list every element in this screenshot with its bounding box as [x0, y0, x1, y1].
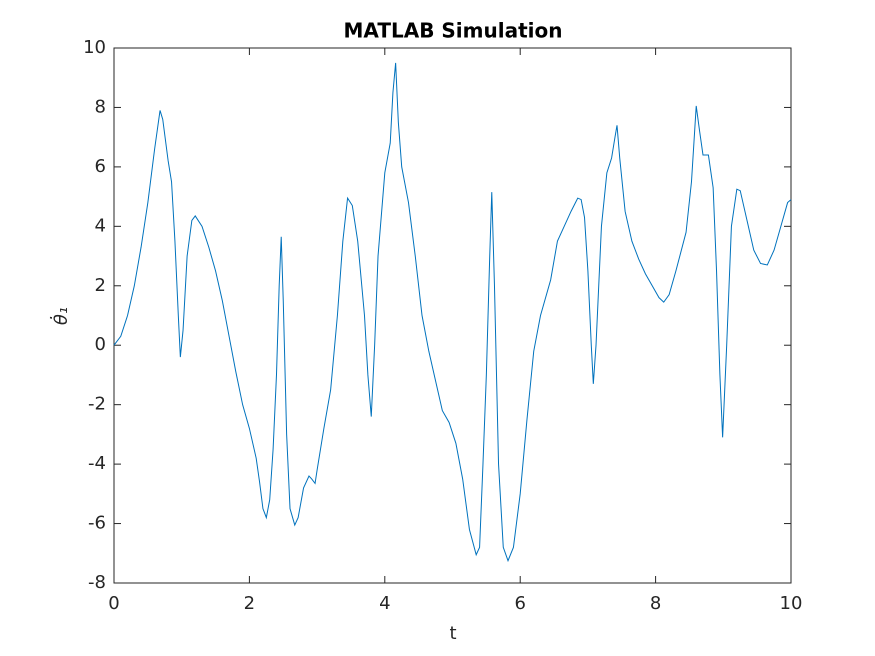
y-tick-label: 8	[95, 96, 106, 117]
y-tick-label: 6	[95, 156, 106, 177]
chart-title: MATLAB Simulation	[344, 19, 563, 43]
axes-box	[113, 47, 792, 584]
x-tick-label: 8	[650, 593, 661, 614]
x-tick-label: 4	[379, 593, 390, 614]
x-tick-label: 10	[780, 593, 803, 614]
y-tick-label: 2	[95, 275, 106, 296]
y-axis-label: θ̇₁	[49, 307, 72, 325]
x-tick-label: 2	[244, 593, 255, 614]
y-tick-label: 0	[95, 334, 106, 355]
x-tick-label: 0	[108, 593, 119, 614]
x-tick-label: 6	[514, 593, 525, 614]
y-tick-label: 10	[83, 37, 106, 58]
x-axis-label: t	[449, 623, 456, 644]
y-tick-label: -8	[88, 572, 106, 593]
y-tick-label: -2	[88, 394, 106, 415]
y-tick-label: 4	[95, 215, 106, 236]
data-line	[113, 62, 792, 563]
y-tick-label: -6	[88, 513, 106, 534]
y-tick-label: -4	[88, 453, 106, 474]
